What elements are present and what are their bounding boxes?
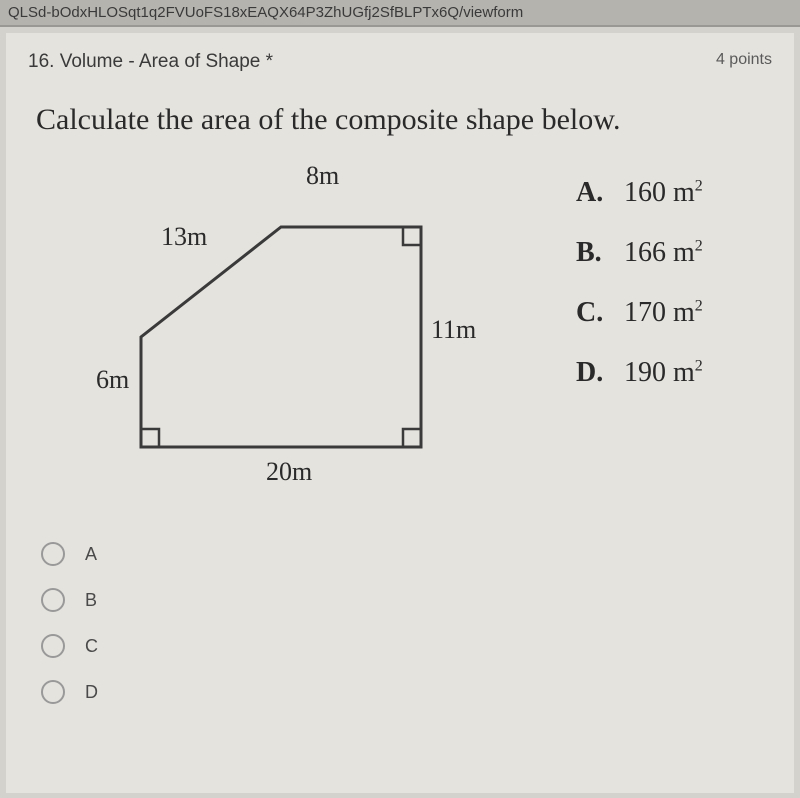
radio-option-c[interactable]: C	[41, 634, 794, 658]
url-bar: QLSd-bOdxHLOSqt1q2FVUoFS18xEAQX64P3ZhUGf…	[0, 0, 800, 27]
figure-area: 8m 13m 11m 6m 20m A. 160 m2 B. 166 m2 C.…	[46, 167, 794, 507]
answer-choice: D. 190 m2	[576, 357, 703, 389]
radio-label: C	[85, 636, 98, 657]
radio-option-b[interactable]: B	[41, 588, 794, 612]
label-slant: 13m	[161, 222, 207, 252]
radio-circle[interactable]	[41, 588, 65, 612]
label-left: 6m	[96, 365, 129, 395]
radio-circle[interactable]	[41, 542, 65, 566]
label-top: 8m	[306, 161, 339, 191]
radio-option-a[interactable]: A	[41, 542, 794, 566]
content-area: 16. Volume - Area of Shape * 4 points Ca…	[6, 33, 794, 793]
answer-letter: D.	[576, 357, 624, 389]
radio-option-d[interactable]: D	[41, 680, 794, 704]
answer-choices: A. 160 m2 B. 166 m2 C. 170 m2 D. 190 m2	[576, 177, 703, 417]
answer-value: 170 m2	[624, 297, 703, 329]
radio-circle[interactable]	[41, 680, 65, 704]
radio-label: D	[85, 682, 98, 703]
answer-choice: A. 160 m2	[576, 177, 703, 209]
radio-label: A	[85, 544, 97, 565]
question-header: 16. Volume - Area of Shape * 4 points	[6, 33, 794, 83]
question-title: 16. Volume - Area of Shape *	[28, 51, 273, 73]
answer-letter: A.	[576, 177, 624, 209]
radio-label: B	[85, 590, 97, 611]
answer-value: 160 m2	[624, 177, 703, 209]
answer-choice: B. 166 m2	[576, 237, 703, 269]
shape-diagram	[96, 167, 456, 497]
instruction-text: Calculate the area of the composite shap…	[6, 83, 794, 167]
answer-letter: B.	[576, 237, 624, 269]
points-label: 4 points	[716, 51, 772, 69]
radio-circle[interactable]	[41, 634, 65, 658]
answer-choice: C. 170 m2	[576, 297, 703, 329]
answer-value: 166 m2	[624, 237, 703, 269]
radio-options: A B C D	[41, 542, 794, 704]
label-bottom: 20m	[266, 457, 312, 487]
answer-letter: C.	[576, 297, 624, 329]
label-right: 11m	[431, 315, 476, 345]
answer-value: 190 m2	[624, 357, 703, 389]
